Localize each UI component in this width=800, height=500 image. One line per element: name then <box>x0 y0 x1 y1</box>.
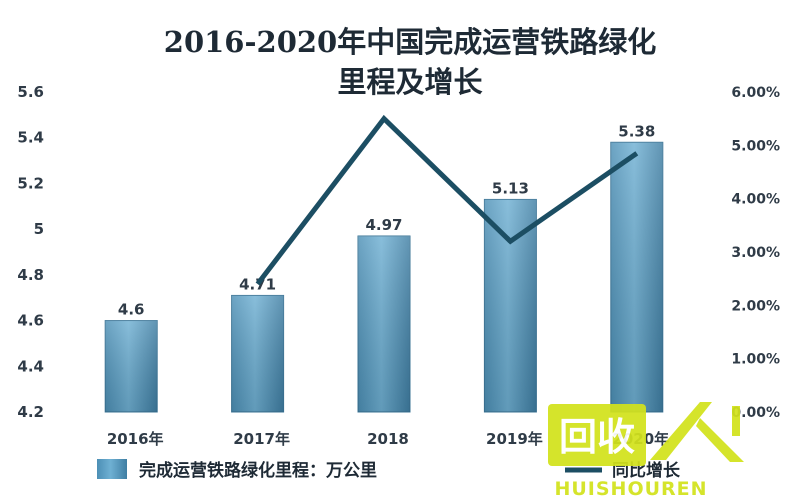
bar-shade <box>358 236 410 412</box>
right-axis-tick-label: 6.00% <box>731 85 780 101</box>
watermark-person-icon-leg <box>696 418 744 462</box>
bar-shade <box>105 320 158 412</box>
bar-data-label: 5.13 <box>492 179 529 197</box>
x-axis-tick-label: 2018 <box>367 430 409 448</box>
left-axis-tick-label: 4.4 <box>17 357 44 375</box>
watermark-main-text: 回收 <box>559 415 635 459</box>
watermark-sub-text: HUISHOUREN <box>554 478 707 500</box>
left-axis-tick-label: 4.8 <box>17 266 44 284</box>
right-axis-ticks: 6.00% 5.00% 4.00% 3.00% 2.00% 1.00% 0.00% <box>731 85 780 421</box>
x-axis-tick-label: 2017年 <box>233 430 290 448</box>
bar-shade <box>610 142 663 413</box>
watermark-pole-icon <box>732 406 740 436</box>
left-axis-tick-label: 5.4 <box>17 129 44 147</box>
chart-title-line-1: 2016-2020年中国完成运营铁路绿化 <box>164 25 656 59</box>
left-axis-tick-label: 4.6 <box>17 312 44 330</box>
bar-data-label: 4.71 <box>239 275 276 293</box>
left-axis-ticks: 5.6 5.4 5.2 5 4.8 4.6 4.4 4.2 <box>17 83 44 421</box>
bar-data-label: 5.38 <box>618 122 655 140</box>
right-axis-tick-label: 4.00% <box>731 192 780 208</box>
x-axis-tick-label: 2016年 <box>107 430 164 448</box>
right-axis-tick-label: 1.00% <box>731 352 780 368</box>
bar-data-label: 4.97 <box>365 216 402 234</box>
right-axis-tick-label: 0.00% <box>731 405 780 421</box>
chart-title: 2016-2020年中国完成运营铁路绿化 里程及增长 <box>164 25 656 99</box>
left-axis-tick-label: 5.6 <box>17 83 44 101</box>
bar-shade <box>231 295 284 412</box>
bar-data-label: 4.6 <box>118 301 145 319</box>
legend-bar-swatch <box>97 459 127 479</box>
bar-data-labels: 4.6 4.71 4.97 5.13 5.38 <box>118 122 655 318</box>
right-axis-tick-label: 3.00% <box>731 245 780 261</box>
watermark-person-icon <box>650 402 712 460</box>
chart-title-line-2: 里程及增长 <box>337 65 483 99</box>
bar-shade <box>484 199 537 412</box>
left-axis-tick-label: 5 <box>34 220 44 238</box>
watermark-badge <box>548 404 646 466</box>
bar-series <box>104 141 664 413</box>
legend-bar-label: 完成运营铁路绿化里程：万公里 <box>139 460 377 481</box>
left-axis-tick-label: 5.2 <box>17 174 44 192</box>
left-axis-tick-label: 4.2 <box>17 403 44 421</box>
right-axis-tick-label: 2.00% <box>731 298 780 314</box>
growth-line <box>255 114 639 286</box>
watermark-logo: 回收 HUISHOUREN <box>548 402 744 500</box>
right-axis-tick-label: 5.00% <box>731 138 780 154</box>
x-axis-tick-label: 2019年 <box>486 430 543 448</box>
line-series <box>255 114 639 286</box>
